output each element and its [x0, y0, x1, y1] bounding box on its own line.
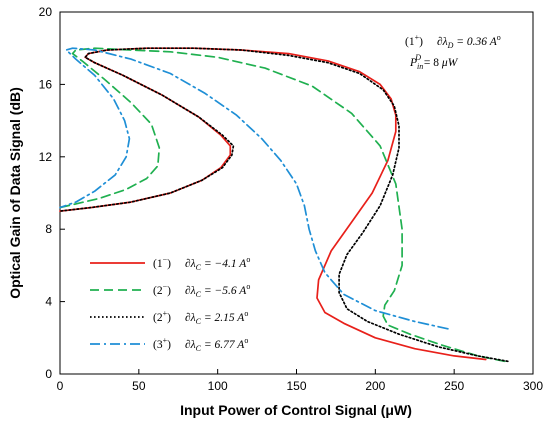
legend-label-part: C: [196, 317, 202, 326]
annotation-2-unit: μW: [441, 57, 459, 69]
legend-label-part: (1: [153, 258, 163, 270]
curves: [59, 47, 509, 363]
annotation: (1+) ∂λD = 0.36 Ao PinD = 8 μW: [405, 33, 501, 71]
series-line-2: [59, 47, 506, 363]
y-tick-label: 12: [39, 150, 53, 164]
legend-label-part: A: [235, 339, 246, 351]
x-tick-label: 150: [286, 379, 306, 393]
legend-label-1: (1−) ∂λC = −4.1 Ao: [153, 255, 250, 272]
annotation-2-sub: in: [417, 62, 423, 71]
y-axis-title: Optical Gain of Data Signal (dB): [7, 87, 23, 299]
legend-label-part: ∂λ: [185, 312, 196, 324]
annotation-1-unit: A: [487, 36, 498, 48]
legend-label-part: o: [246, 282, 250, 291]
legend-label-part: ): [167, 285, 171, 297]
legend-label-part: = 6.77: [201, 339, 236, 351]
x-tick-label: 300: [523, 379, 543, 393]
legend-label-part: A: [235, 312, 246, 324]
legend-label-part: = 2.15: [201, 312, 235, 324]
annotation-1-degree: o: [497, 33, 501, 42]
axis-ticks: 0 50 100 150 200 250 300 0 4 8 12 16 20: [39, 5, 544, 393]
legend-label-part: (3: [153, 339, 163, 351]
legend-label-part: ): [167, 258, 171, 270]
legend-label-part: ∂λ: [185, 339, 196, 351]
legend-label-part: o: [244, 336, 248, 345]
annotation-1-close: ): [419, 36, 423, 48]
legend-label-part: +: [163, 309, 168, 318]
annotation-1-sup: +: [415, 33, 420, 42]
annotation-2-sup: D: [414, 53, 421, 62]
legend-label-part: C: [196, 344, 202, 353]
series-line-1: [59, 47, 487, 361]
y-tick-label: 4: [45, 295, 52, 309]
legend-label-part: A: [237, 285, 248, 297]
legend-label-2: (2−) ∂λC = −5.6 Ao: [153, 282, 250, 299]
legend-label-part: C: [196, 290, 202, 299]
x-tick-label: 250: [444, 379, 464, 393]
annotation-1-sub: D: [447, 41, 454, 50]
y-tick-label: 20: [39, 5, 53, 19]
annotation-2-p: P: [409, 57, 417, 69]
legend-label-part: −: [163, 282, 168, 291]
legend-label-part: = −4.1: [201, 258, 237, 270]
x-tick-label: 0: [57, 379, 64, 393]
legend-label-part: −: [163, 255, 168, 264]
annotation-2-value: = 8: [421, 57, 442, 69]
x-axis-title: Input Power of Control Signal (μW): [180, 402, 412, 418]
series-line-3: [59, 47, 509, 363]
legend: (1−) ∂λC = −4.1 Ao(2−) ∂λC = −5.6 Ao(2+) ∂λ…: [90, 255, 250, 353]
annotation-line-1: (1+) ∂λD = 0.36 Ao: [405, 33, 501, 50]
legend-label-part: (2: [153, 285, 163, 297]
legend-label-part: (2: [153, 312, 163, 324]
y-tick-label: 0: [45, 367, 52, 381]
x-tick-label: 100: [208, 379, 228, 393]
legend-label-part: ∂λ: [185, 285, 196, 297]
legend-label-3: (2+) ∂λC = 2.15 Ao: [153, 309, 248, 326]
legend-label-part: A: [237, 258, 248, 270]
annotation-line-2: PinD = 8 μW: [409, 53, 459, 71]
annotation-1-value: = 0.36: [453, 36, 487, 48]
x-tick-label: 200: [365, 379, 385, 393]
legend-label-4: (3+) ∂λC = 6.77 Ao: [153, 336, 248, 353]
legend-label-part: ∂λ: [185, 258, 196, 270]
y-tick-label: 16: [39, 77, 53, 91]
y-tick-label: 8: [45, 222, 52, 236]
legend-label-part: = −5.6: [201, 285, 237, 297]
annotation-1-label: (1: [405, 36, 415, 48]
legend-label-part: C: [196, 263, 202, 272]
legend-label-part: ): [167, 312, 171, 324]
plot-frame: [59, 11, 534, 375]
legend-label-part: o: [244, 309, 248, 318]
annotation-1-partial: ∂λ: [437, 36, 448, 48]
legend-label-part: o: [246, 255, 250, 264]
legend-label-part: +: [163, 336, 168, 345]
x-tick-label: 50: [132, 379, 146, 393]
series-line-4: [59, 47, 449, 330]
legend-label-part: ): [167, 339, 171, 351]
